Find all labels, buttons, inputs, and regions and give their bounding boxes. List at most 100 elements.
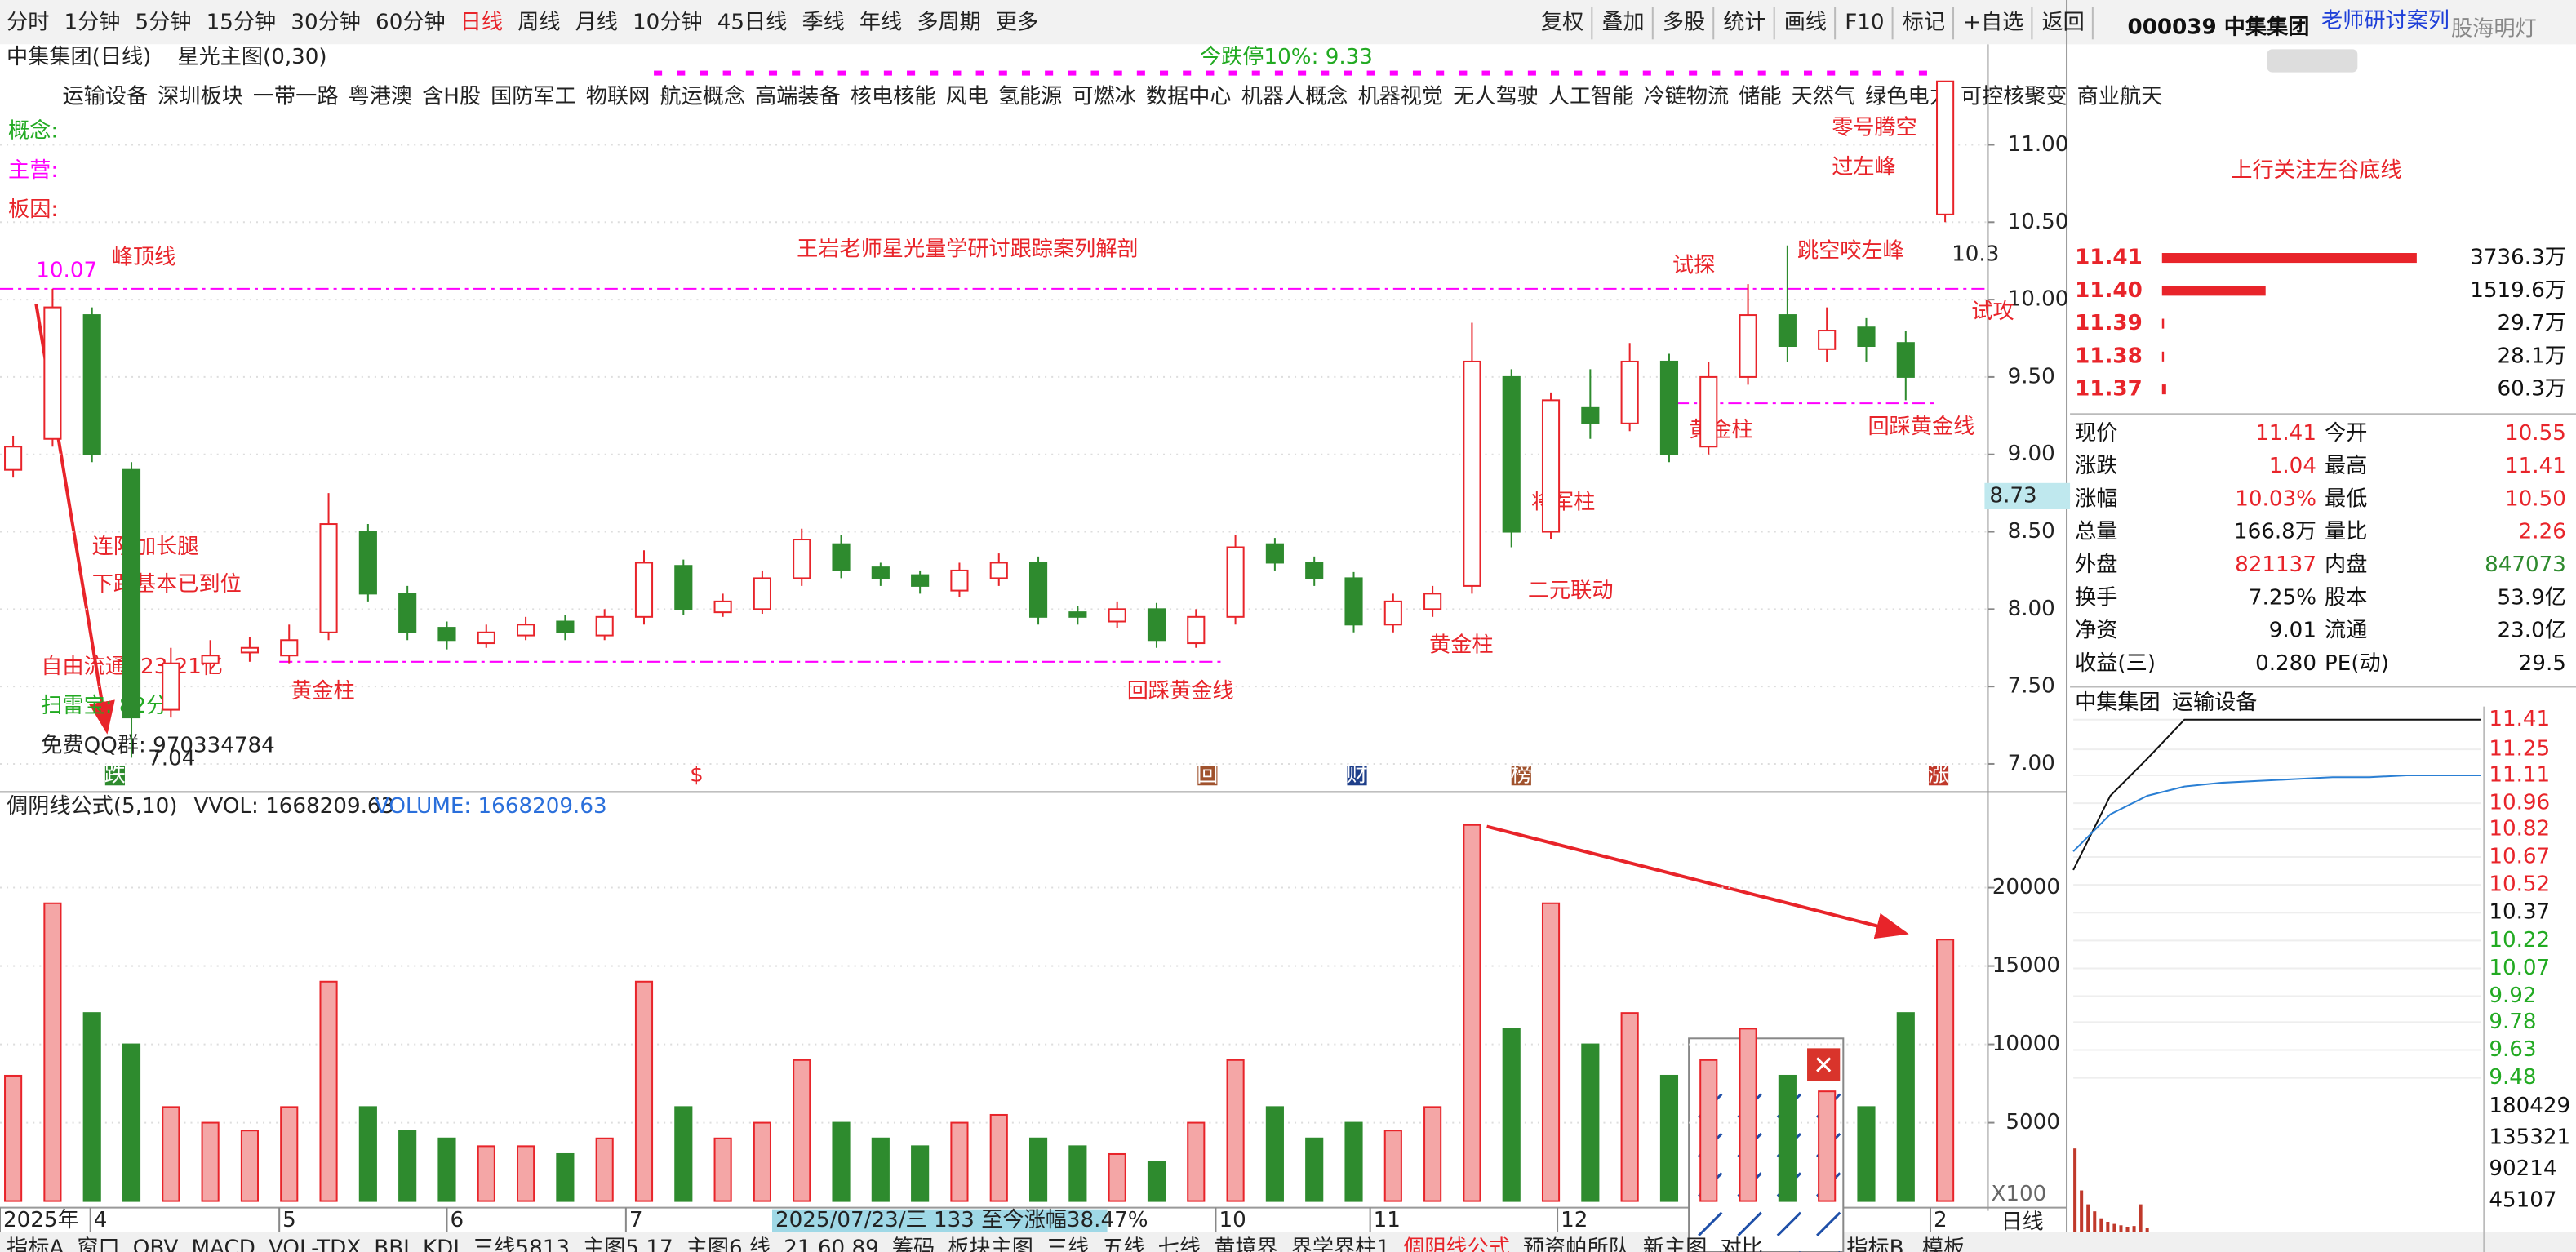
- indicator-tab[interactable]: 三线5813: [473, 1236, 570, 1252]
- indicator-tab[interactable]: 模板: [1922, 1236, 1965, 1252]
- toolbar-button[interactable]: 标记: [1903, 11, 1945, 35]
- collapse-button[interactable]: [2267, 49, 2358, 73]
- concept-tag[interactable]: 人工智能: [1548, 84, 1634, 109]
- indicator-tab[interactable]: 21.60.89: [784, 1236, 878, 1252]
- indicator-tab[interactable]: 界学界柱1: [1291, 1236, 1390, 1252]
- indicator-tab[interactable]: KDJ: [423, 1236, 460, 1252]
- annotation: 黄金柱: [1429, 633, 1493, 658]
- event-marker[interactable]: [1197, 766, 1218, 786]
- toolbar-button[interactable]: 统计: [1723, 11, 1765, 35]
- event-marker-label: 财: [1346, 763, 1367, 788]
- indicator-tab[interactable]: VOL-TDX: [269, 1236, 361, 1252]
- concept-tag[interactable]: 天然气: [1792, 84, 1855, 109]
- stock-code: 000039 中集集团: [2128, 15, 2310, 40]
- concept-tag[interactable]: 机器人概念: [1241, 84, 1348, 109]
- concept-tag[interactable]: 国防军工: [491, 84, 576, 109]
- period-tab[interactable]: 10分钟: [633, 11, 703, 35]
- period-tab[interactable]: 15分钟: [207, 11, 277, 35]
- indicator-tab[interactable]: 窗口: [77, 1236, 119, 1252]
- tool-icon[interactable]: [1816, 1211, 1841, 1236]
- indicator-tab[interactable]: 七线: [1158, 1236, 1201, 1252]
- concept-tag[interactable]: 粤港澳: [349, 84, 412, 109]
- concept-tag[interactable]: 机器视觉: [1357, 84, 1443, 109]
- candle-body: [1423, 593, 1442, 610]
- bid-amount: 1519.6万: [2470, 278, 2566, 303]
- volume-bar: [82, 1012, 101, 1202]
- toolbar-button[interactable]: 画线: [1784, 11, 1827, 35]
- signal-dot: [1734, 70, 1743, 76]
- toolbar-button[interactable]: F10: [1845, 11, 1884, 35]
- concept-tag[interactable]: 含H股: [422, 84, 481, 109]
- period-tab[interactable]: 年线: [859, 11, 902, 35]
- indicator-tab[interactable]: 三线: [1046, 1236, 1089, 1252]
- tool-icon[interactable]: [1698, 1211, 1723, 1236]
- concept-tag[interactable]: 核电核能: [851, 84, 936, 109]
- annotation: 回踩黄金线: [1127, 679, 1234, 704]
- indicator-tab[interactable]: 五线: [1102, 1236, 1144, 1252]
- period-tab[interactable]: 30分钟: [291, 11, 361, 35]
- volume-bar: [1739, 1028, 1757, 1202]
- mini-y-label: 10.52: [2489, 872, 2550, 897]
- indicator-tab[interactable]: 指标B: [1846, 1236, 1903, 1252]
- indicator-tab[interactable]: 黄境界: [1214, 1236, 1277, 1252]
- indicator-tab[interactable]: 倜阴线公式: [1403, 1236, 1510, 1252]
- event-marker[interactable]: [104, 766, 125, 786]
- toolbar-button[interactable]: +自选: [1963, 11, 2023, 35]
- indicator-tab[interactable]: BBI: [374, 1236, 410, 1252]
- indicator-tab[interactable]: 筹码: [892, 1236, 935, 1252]
- toolbar-button[interactable]: 多股: [1663, 11, 1705, 35]
- indicator-tab[interactable]: OBV: [133, 1236, 179, 1252]
- signal-dot: [1551, 70, 1560, 76]
- signal-dot: [1183, 70, 1192, 76]
- indicator-tab[interactable]: 日线: [2001, 1210, 2044, 1234]
- bid-price: 11.37: [2075, 377, 2143, 402]
- period-tab[interactable]: 多周期: [917, 11, 980, 35]
- period-tab[interactable]: 日线: [460, 11, 503, 35]
- period-tab[interactable]: 周线: [517, 11, 560, 35]
- indicator-tab[interactable]: 对比: [1720, 1236, 1762, 1252]
- event-marker[interactable]: [1928, 766, 1949, 786]
- concept-tag[interactable]: 物联网: [586, 84, 650, 109]
- concept-tag[interactable]: 冷链物流: [1644, 84, 1730, 109]
- indicator-tab[interactable]: 预资帕所队: [1523, 1236, 1630, 1252]
- concept-tag[interactable]: 一带一路: [253, 84, 339, 109]
- concept-tag[interactable]: 运输设备: [62, 84, 148, 109]
- concept-tag[interactable]: 高端装备: [755, 84, 841, 109]
- concept-tag[interactable]: 数据中心: [1146, 84, 1232, 109]
- toolbar-button[interactable]: 叠加: [1601, 11, 1644, 35]
- concept-tag[interactable]: 风电: [945, 84, 988, 109]
- candle-body: [753, 577, 771, 610]
- period-tab[interactable]: 5分钟: [135, 11, 192, 35]
- period-tab[interactable]: 60分钟: [375, 11, 446, 35]
- quote-value: 11.41: [2255, 421, 2316, 446]
- period-tab[interactable]: 1分钟: [64, 11, 120, 35]
- bid-bar: [2161, 318, 2165, 329]
- indicator-tab[interactable]: 板块主图: [948, 1236, 1033, 1252]
- indicator-tab[interactable]: MACD: [191, 1236, 255, 1252]
- indicator-tab[interactable]: 主图5.17: [583, 1236, 673, 1252]
- volume-bar: [1778, 1074, 1797, 1202]
- tool-icon[interactable]: [1737, 1211, 1762, 1236]
- mini-vol-label: 90214: [2489, 1157, 2556, 1181]
- tool-icon[interactable]: [1776, 1211, 1802, 1236]
- concept-tag[interactable]: 商业航天: [2077, 84, 2163, 109]
- concept-tag[interactable]: 储能: [1739, 84, 1781, 109]
- period-tab[interactable]: 45日线: [717, 11, 788, 35]
- concept-tag[interactable]: 氢能源: [998, 84, 1062, 109]
- indicator-tab[interactable]: 主图6.线: [686, 1236, 771, 1252]
- toolbar-button[interactable]: 复权: [1541, 11, 1583, 35]
- concept-tag[interactable]: 可燃冰: [1072, 84, 1135, 109]
- concept-tag[interactable]: 无人驾驶: [1453, 84, 1539, 109]
- concept-tag[interactable]: 航运概念: [660, 84, 745, 109]
- concept-tag[interactable]: 可控核聚变: [1961, 84, 2067, 109]
- event-marker[interactable]: [1511, 766, 1531, 786]
- concept-tag[interactable]: 深圳板块: [158, 84, 243, 109]
- period-tab[interactable]: 季线: [802, 11, 844, 35]
- indicator-tab[interactable]: 新主图: [1643, 1236, 1707, 1252]
- period-tab[interactable]: 分时: [7, 11, 49, 35]
- event-marker[interactable]: [1347, 766, 1367, 786]
- indicator-tab[interactable]: 指标A: [7, 1236, 64, 1252]
- period-tab[interactable]: 更多: [996, 11, 1038, 35]
- toolbar-button[interactable]: 返回: [2041, 11, 2084, 35]
- period-tab[interactable]: 月线: [575, 11, 618, 35]
